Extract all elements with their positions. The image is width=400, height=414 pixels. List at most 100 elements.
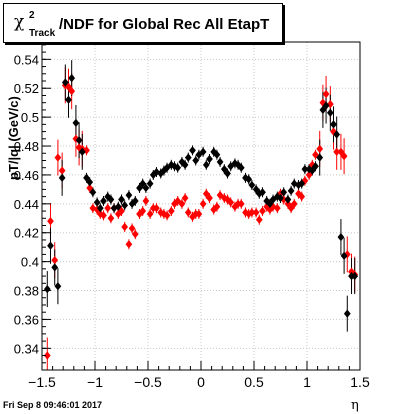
- data-point: [136, 209, 143, 219]
- data-point: [142, 183, 150, 193]
- data-point: [248, 180, 256, 190]
- data-point: [142, 196, 150, 206]
- data-point: [174, 196, 182, 206]
- data-point: [266, 199, 274, 209]
- data-point: [316, 144, 324, 154]
- y-tick-label: 0.38: [14, 284, 39, 299]
- data-point: [131, 229, 139, 239]
- data-point: [153, 203, 160, 213]
- data-point: [131, 196, 139, 206]
- data-point: [51, 255, 59, 265]
- data-point: [312, 162, 319, 171]
- data-point: [316, 153, 324, 162]
- data-point: [43, 284, 51, 294]
- x-tick-label: 1: [303, 374, 311, 390]
- x-tick-label: 0: [197, 374, 205, 390]
- data-point: [86, 183, 94, 193]
- data-point: [280, 188, 288, 197]
- x-axis-label: η: [351, 398, 359, 413]
- data-point: [184, 208, 192, 217]
- data-point: [68, 86, 76, 96]
- y-tick-label: 0.54: [14, 52, 39, 67]
- data-point: [322, 89, 330, 99]
- data-point: [237, 199, 245, 209]
- data-point: [146, 209, 154, 219]
- data-point: [58, 166, 66, 175]
- data-point: [337, 232, 345, 242]
- data-point: [269, 195, 277, 204]
- data-point: [199, 147, 207, 157]
- data-point: [181, 193, 189, 203]
- data-point: [100, 211, 107, 220]
- data-point: [114, 202, 122, 211]
- data-point: [128, 224, 136, 233]
- data-point: [252, 185, 260, 194]
- y-tick-label: 0.5: [21, 110, 39, 125]
- data-point: [104, 203, 112, 213]
- data-point: [255, 215, 263, 224]
- y-tick-label: 0.52: [14, 81, 39, 96]
- data-point: [61, 78, 69, 87]
- data-point: [83, 173, 90, 183]
- data-point: [54, 281, 62, 291]
- data-point: [290, 199, 298, 209]
- data-point: [86, 177, 94, 187]
- data-point: [139, 206, 147, 216]
- data-point: [301, 164, 309, 174]
- data-point: [255, 189, 263, 198]
- data-point: [259, 206, 266, 216]
- title-subscript: Track: [29, 28, 56, 39]
- data-point: [146, 179, 154, 188]
- x-tick-label: −1.5: [28, 374, 56, 390]
- data-point: [259, 188, 266, 197]
- data-point: [216, 190, 224, 200]
- data-point: [195, 209, 203, 219]
- data-point: [340, 151, 348, 161]
- plot-area: [42, 42, 360, 370]
- data-point: [333, 130, 341, 139]
- data-point: [58, 173, 66, 183]
- x-tick-label: 0.5: [244, 374, 264, 390]
- data-point: [107, 195, 115, 204]
- title-superscript: 2: [29, 10, 35, 21]
- data-point: [245, 175, 253, 184]
- y-axis-label: pT/|q| (GeV/c): [6, 96, 21, 180]
- data-point: [308, 166, 316, 175]
- data-point: [167, 206, 175, 216]
- data-point: [343, 309, 351, 318]
- data-point: [192, 156, 200, 165]
- timestamp-footer: Fri Sep 8 09:46:01 2017: [3, 400, 103, 410]
- data-point: [78, 147, 86, 157]
- data-point: [322, 101, 330, 110]
- data-point: [227, 198, 235, 207]
- data-point: [305, 164, 313, 174]
- data-point: [202, 160, 210, 170]
- data-point: [277, 193, 284, 203]
- data-point: [287, 186, 295, 196]
- data-point: [206, 193, 213, 203]
- data-point: [248, 208, 256, 217]
- data-point: [96, 203, 104, 213]
- data-point: [54, 153, 62, 162]
- chart-title-box: χ 2 Track /NDF for Global Rec All EtapT: [3, 3, 283, 43]
- data-point: [266, 205, 274, 214]
- data-point: [65, 95, 72, 104]
- data-point: [319, 105, 327, 115]
- data-point: [178, 157, 186, 167]
- data-point: [330, 120, 337, 129]
- data-point: [72, 118, 80, 128]
- data-point: [93, 205, 101, 214]
- data-point: [181, 160, 189, 170]
- data-point: [231, 159, 239, 168]
- data-point: [43, 351, 51, 360]
- data-point: [125, 240, 133, 249]
- data-markers: [43, 73, 359, 360]
- axis-ticks: [41, 44, 361, 370]
- data-point: [199, 199, 207, 209]
- data-point: [237, 163, 245, 172]
- data-point: [295, 189, 302, 198]
- data-point: [121, 222, 129, 232]
- data-point: [273, 203, 281, 213]
- y-tick-label: 0.4: [21, 255, 39, 270]
